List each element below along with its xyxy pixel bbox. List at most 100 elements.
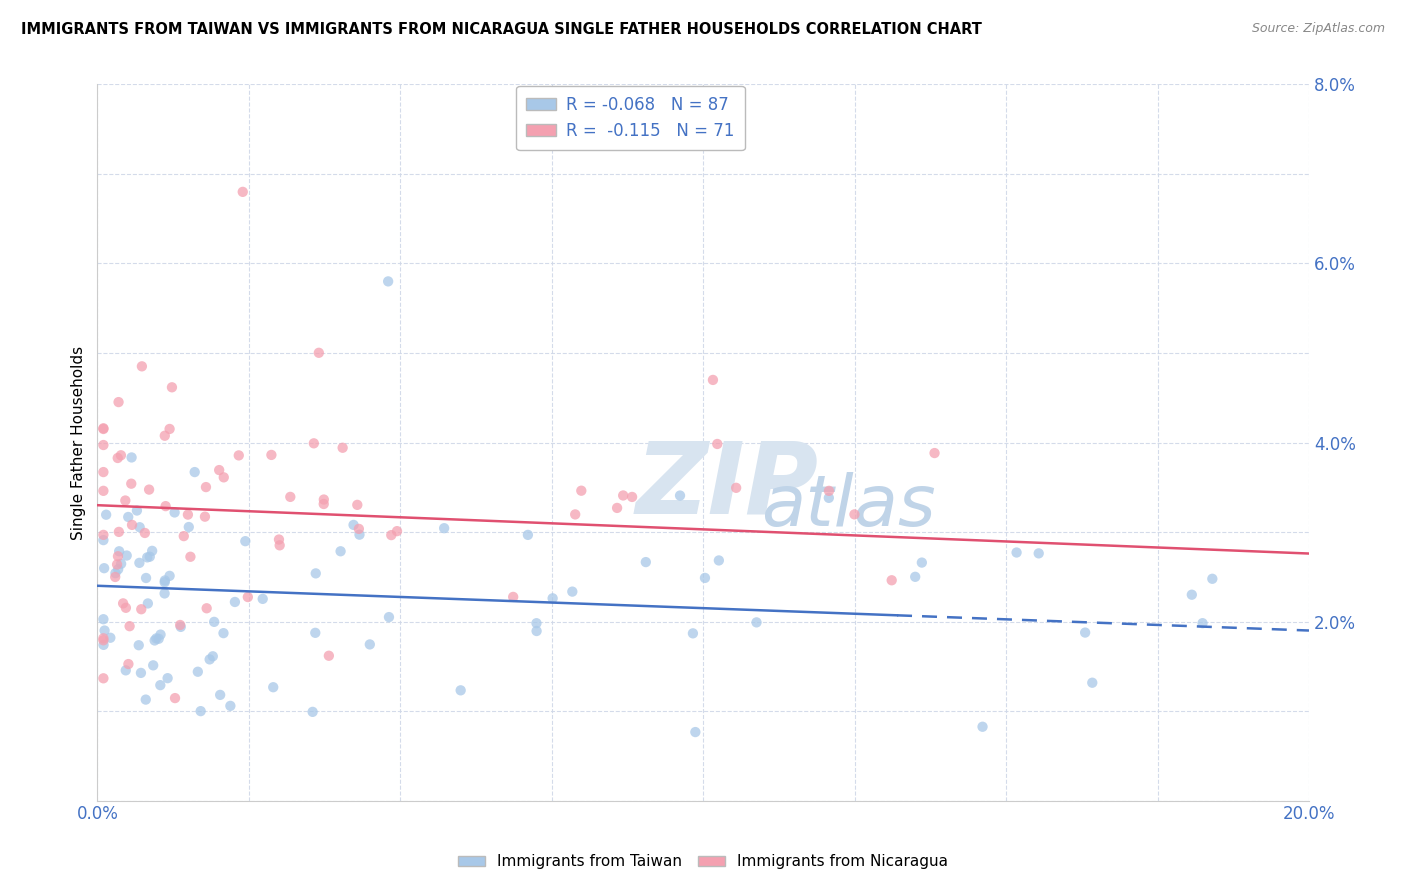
Point [153,575,176,590]
Point [135,692,157,706]
Point [121,450,143,465]
Point [516,528,538,542]
Point [194,480,217,494]
Point [685,725,707,739]
Point [93,533,115,548]
Point [159,422,181,436]
Point [134,525,156,540]
Point [606,500,628,515]
Point [187,665,209,679]
Point [129,665,152,680]
Point [1201,572,1223,586]
Point [818,483,841,498]
Point [702,373,724,387]
Point [706,437,728,451]
Point [526,624,548,638]
Point [260,448,283,462]
Point [148,632,170,646]
Point [378,610,401,624]
Point [198,652,221,666]
Point [208,463,231,477]
Point [136,550,159,565]
Point [160,380,183,394]
Point [201,649,224,664]
Point [98,631,121,645]
Point [349,527,371,541]
Point [1081,675,1104,690]
Point [904,570,927,584]
Point [301,705,323,719]
Point [269,538,291,552]
Point [177,508,200,522]
Point [385,524,408,538]
Point [93,421,115,435]
Point [209,688,232,702]
Point [153,428,176,442]
Point [844,508,866,522]
Point [202,615,225,629]
Point [93,422,115,436]
Point [118,619,141,633]
Point [194,509,217,524]
Point [312,497,335,511]
Point [669,489,692,503]
Point [153,586,176,600]
Point [156,671,179,685]
Point [332,441,354,455]
Legend: Immigrants from Taiwan, Immigrants from Nicaragua: Immigrants from Taiwan, Immigrants from … [451,848,955,875]
Point [107,395,129,409]
Point [93,465,115,479]
Point [564,508,586,522]
Point [342,517,364,532]
Point [569,483,592,498]
Point [107,450,129,465]
Point [155,499,177,513]
Point [107,562,129,576]
Point [1191,616,1213,631]
Point [104,570,127,584]
Point [179,549,201,564]
Point [1181,588,1204,602]
Point [114,664,136,678]
Point [149,627,172,641]
Text: IMMIGRANTS FROM TAIWAN VS IMMIGRANTS FROM NICARAGUA SINGLE FATHER HOUSEHOLDS COR: IMMIGRANTS FROM TAIWAN VS IMMIGRANTS FRO… [21,22,981,37]
Point [526,616,548,631]
Point [304,625,326,640]
Point [502,590,524,604]
Point [817,491,839,505]
Point [224,595,246,609]
Point [93,632,115,646]
Point [173,529,195,543]
Point [145,632,167,646]
Text: ZIP: ZIP [636,437,818,534]
Point [135,571,157,585]
Point [347,522,370,536]
Point [212,626,235,640]
Point [380,528,402,542]
Point [183,465,205,479]
Point [163,506,186,520]
Point [377,274,399,288]
Point [433,521,456,535]
Point [278,490,301,504]
Point [233,534,256,549]
Text: atlas: atlas [761,473,936,541]
Point [93,624,115,638]
Text: Source: ZipAtlas.com: Source: ZipAtlas.com [1251,22,1385,36]
Point [745,615,768,630]
Point [725,481,748,495]
Point [107,549,129,564]
Point [219,698,242,713]
Point [329,544,352,558]
Point [117,657,139,671]
Point [924,446,946,460]
Point [93,561,115,575]
Point [302,436,325,450]
Point [149,678,172,692]
Point [93,438,115,452]
Point [93,638,115,652]
Point [117,510,139,524]
Point [267,533,290,547]
Point [252,591,274,606]
Legend: R = -0.068   N = 87, R =  -0.115   N = 71: R = -0.068 N = 87, R = -0.115 N = 71 [516,86,745,150]
